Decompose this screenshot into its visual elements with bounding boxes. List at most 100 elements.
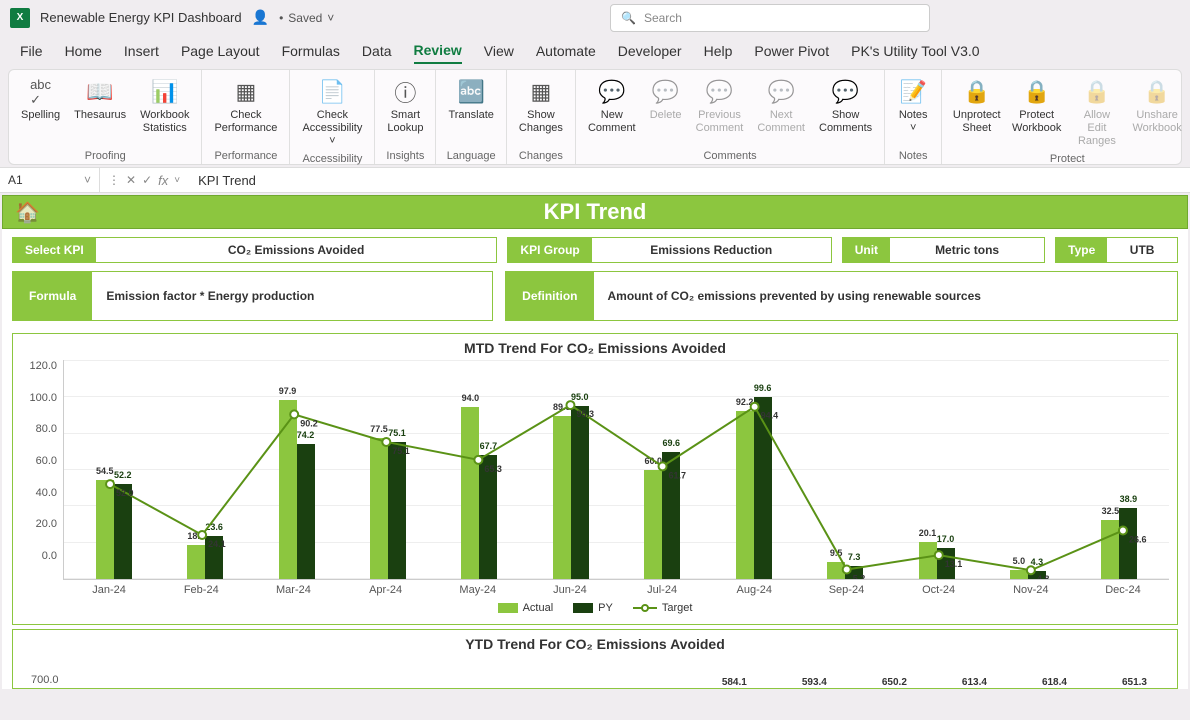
grid-icon: ▦: [232, 78, 260, 106]
ribbon-group-changes: ▦ShowChangesChanges: [507, 70, 576, 164]
py-bar: 38.9: [1119, 508, 1137, 579]
py-bar: 95.0: [571, 406, 589, 579]
book-icon: 📖: [86, 78, 114, 106]
select-kpi-filter[interactable]: Select KPI CO₂ Emissions Avoided: [12, 237, 497, 263]
py-bar: 75.1: [388, 442, 406, 579]
menu-tab-insert[interactable]: Insert: [124, 39, 159, 63]
formula-bar: A1 ˅ ⋮ ✕ ✓ fx ˅ KPI Trend: [0, 167, 1190, 193]
ribbon-translate-button[interactable]: 🔤Translate: [444, 76, 497, 124]
ribbon-group-comments: 💬NewComment💬Delete💬PreviousComment💬NextC…: [576, 70, 885, 164]
excel-app-icon: X: [10, 8, 30, 28]
mtd-chart: MTD Trend For CO₂ Emissions Avoided 120.…: [12, 333, 1178, 625]
stats-icon: 📊: [151, 78, 179, 106]
filter-row: Select KPI CO₂ Emissions Avoided KPI Gro…: [2, 229, 1188, 271]
py-bar: 23.6: [205, 536, 223, 579]
menu-tab-automate[interactable]: Automate: [536, 39, 596, 63]
ribbon-workbook-button[interactable]: 📊WorkbookStatistics: [136, 76, 193, 137]
mtd-legend: ActualPYTarget: [21, 596, 1169, 620]
menu-tab-home[interactable]: Home: [65, 39, 102, 63]
formula-bar-controls: ⋮ ✕ ✓ fx ˅: [100, 173, 188, 188]
month-nov-24: 5.04.3: [982, 360, 1073, 579]
formula-box: Formula Emission factor * Energy product…: [12, 271, 493, 321]
ytd-y-tick: 700.0: [31, 674, 59, 686]
ribbon-delete-button: 💬Delete: [646, 76, 686, 124]
dropdown-icon[interactable]: ˅: [174, 175, 180, 186]
actual-bar: 94.0: [461, 407, 479, 579]
ribbon-check-button[interactable]: ▦CheckPerformance: [210, 76, 281, 137]
unit-filter[interactable]: Unit Metric tons: [842, 237, 1045, 263]
py-bar: 52.2: [114, 484, 132, 579]
search-input[interactable]: 🔍 Search: [610, 4, 930, 32]
actual-bar: 18.9: [187, 545, 205, 579]
fx-icon[interactable]: fx: [158, 173, 168, 188]
ribbon-unshare-button: 🔒UnshareWorkbook: [1130, 76, 1185, 137]
month-aug-24: 92.299.6: [708, 360, 799, 579]
ribbon-thesaurus-button[interactable]: 📖Thesaurus: [70, 76, 130, 124]
cancel-icon[interactable]: ✕: [126, 173, 136, 187]
py-bar: 4.3: [1028, 571, 1046, 579]
ribbon-show-button[interactable]: ▦ShowChanges: [515, 76, 567, 137]
actual-bar: 89.5: [553, 416, 571, 579]
month-oct-24: 20.117.0: [891, 360, 982, 579]
info-row: Formula Emission factor * Energy product…: [2, 271, 1188, 329]
lock-icon: 🔒: [1023, 78, 1051, 106]
save-status[interactable]: • Saved ˅: [279, 11, 334, 25]
menu-tab-review[interactable]: Review: [414, 38, 462, 64]
py-bar: 7.3: [845, 566, 863, 579]
ribbon-group-performance: ▦CheckPerformancePerformance: [202, 70, 290, 164]
menu-tab-file[interactable]: File: [20, 39, 43, 63]
ribbon-group-notes: 📝Notes˅Notes: [885, 70, 942, 164]
accept-icon[interactable]: ✓: [142, 173, 152, 187]
definition-box: Definition Amount of CO₂ emissions preve…: [505, 271, 1178, 321]
py-bar: 74.2: [297, 444, 315, 579]
menu-tab-help[interactable]: Help: [704, 39, 733, 63]
ribbon-smart-button[interactable]: ⓘSmartLookup: [383, 76, 427, 137]
kpi-group-filter[interactable]: KPI Group Emissions Reduction: [507, 237, 831, 263]
mtd-x-axis: Jan-24Feb-24Mar-24Apr-24May-24Jun-24Jul-…: [63, 580, 1169, 596]
ytd-chart: YTD Trend For CO₂ Emissions Avoided 700.…: [12, 629, 1178, 689]
dropdown-icon[interactable]: ⋮: [108, 173, 120, 187]
menu-tab-pk-s-utility-tool-v3-0[interactable]: PK's Utility Tool V3.0: [851, 39, 979, 63]
lock-icon: 🔒: [1083, 78, 1111, 106]
py-bar: 67.7: [479, 455, 497, 579]
ribbon-check-button[interactable]: 📄CheckAccessibility ˅: [298, 76, 366, 151]
lock-icon: 🔒: [1143, 78, 1171, 106]
legend-actual: Actual: [498, 602, 554, 614]
ribbon-spelling-button[interactable]: abc✓Spelling: [17, 76, 64, 124]
py-bar: 99.6: [754, 397, 772, 579]
month-mar-24: 97.974.2: [251, 360, 342, 579]
share-icon[interactable]: 👤: [252, 9, 269, 26]
month-jul-24: 60.069.6: [617, 360, 708, 579]
ribbon-group-protect: 🔒UnprotectSheet🔒ProtectWorkbook🔒Allow Ed…: [942, 70, 1190, 164]
ribbon-previous-button: 💬PreviousComment: [692, 76, 748, 137]
menu-tab-page-layout[interactable]: Page Layout: [181, 39, 260, 63]
menu-tab-view[interactable]: View: [484, 39, 514, 63]
legend-py: PY: [573, 602, 613, 614]
month-sep-24: 9.57.3: [799, 360, 890, 579]
mtd-plot: 54.552.218.923.697.974.277.575.194.067.7…: [63, 360, 1169, 580]
ribbon-protect-button[interactable]: 🔒ProtectWorkbook: [1009, 76, 1064, 137]
home-icon[interactable]: 🏠: [15, 200, 40, 225]
title-bar: X Renewable Energy KPI Dashboard 👤 • Sav…: [0, 0, 1190, 35]
type-filter[interactable]: Type UTB: [1055, 237, 1178, 263]
formula-input[interactable]: KPI Trend: [188, 173, 266, 188]
dashboard: 🏠 KPI Trend Select KPI CO₂ Emissions Avo…: [2, 195, 1188, 689]
comment-icon: 💬: [832, 78, 860, 106]
ribbon-group-language: 🔤TranslateLanguage: [436, 70, 506, 164]
name-box[interactable]: A1 ˅: [0, 168, 100, 192]
menu-tab-data[interactable]: Data: [362, 39, 392, 63]
ribbon-show-button[interactable]: 💬ShowComments: [815, 76, 876, 137]
ribbon-new-button[interactable]: 💬NewComment: [584, 76, 640, 137]
menu-tab-developer[interactable]: Developer: [618, 39, 682, 63]
ribbon-notes-button[interactable]: 📝Notes˅: [893, 76, 933, 137]
actual-bar: 5.0: [1010, 570, 1028, 579]
ribbon-group-insights: ⓘSmartLookupInsights: [375, 70, 436, 164]
dashboard-title-bar: 🏠 KPI Trend: [2, 195, 1188, 229]
menu-tab-power-pivot[interactable]: Power Pivot: [754, 39, 829, 63]
month-jan-24: 54.552.2: [68, 360, 159, 579]
actual-bar: 20.1: [919, 542, 937, 579]
menu-tab-formulas[interactable]: Formulas: [282, 39, 340, 63]
lock-icon: 🔒: [963, 78, 991, 106]
month-feb-24: 18.923.6: [159, 360, 250, 579]
ribbon-unprotect-button[interactable]: 🔒UnprotectSheet: [950, 76, 1003, 137]
